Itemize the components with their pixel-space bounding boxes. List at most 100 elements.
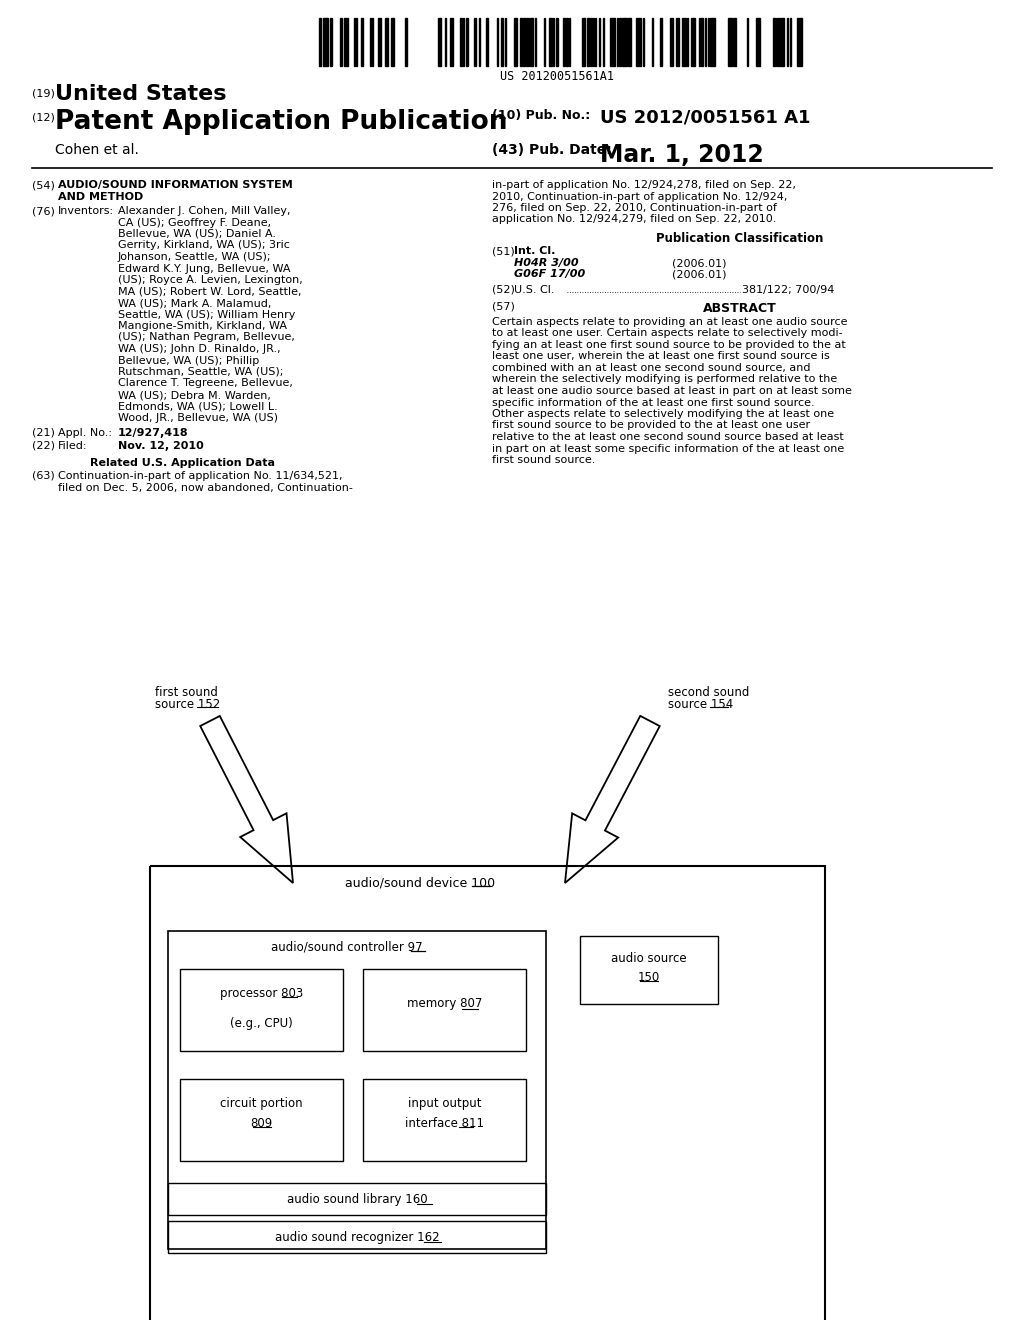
Text: combined with an at least one second sound source, and: combined with an at least one second sou… <box>492 363 811 374</box>
Bar <box>778 18 780 66</box>
Text: Clarence T. Tegreene, Bellevue,: Clarence T. Tegreene, Bellevue, <box>118 379 293 388</box>
Text: audio/sound device 100: audio/sound device 100 <box>345 876 496 888</box>
Bar <box>460 18 462 66</box>
Bar <box>660 18 662 66</box>
Text: WA (US); Mark A. Malamud,: WA (US); Mark A. Malamud, <box>118 298 271 308</box>
Bar <box>466 18 468 66</box>
Bar <box>773 18 775 66</box>
Text: second sound: second sound <box>668 686 750 700</box>
Text: AND METHOD: AND METHOD <box>58 191 143 202</box>
Bar <box>450 18 453 66</box>
Text: Johanson, Seattle, WA (US);: Johanson, Seattle, WA (US); <box>118 252 271 261</box>
Bar <box>378 18 381 66</box>
Text: Edward K.Y. Jung, Bellevue, WA: Edward K.Y. Jung, Bellevue, WA <box>118 264 291 273</box>
Bar <box>728 18 732 66</box>
Text: Seattle, WA (US); William Henry: Seattle, WA (US); William Henry <box>118 309 295 319</box>
Bar <box>362 969 526 1051</box>
Text: audio/sound controller 97: audio/sound controller 97 <box>271 941 423 954</box>
Text: processor 803: processor 803 <box>220 987 303 1001</box>
Text: audio source: audio source <box>611 952 687 965</box>
Text: MA (US); Robert W. Lord, Seattle,: MA (US); Robert W. Lord, Seattle, <box>118 286 301 297</box>
Bar <box>610 18 615 66</box>
Bar <box>474 18 476 66</box>
Text: (US); Royce A. Levien, Lexington,: (US); Royce A. Levien, Lexington, <box>118 275 303 285</box>
Bar <box>556 18 558 66</box>
Text: (54): (54) <box>32 180 55 190</box>
Text: application No. 12/924,279, filed on Sep. 22, 2010.: application No. 12/924,279, filed on Sep… <box>492 214 776 224</box>
Text: (e.g., CPU): (e.g., CPU) <box>230 1016 293 1030</box>
Bar <box>168 1221 546 1253</box>
Bar <box>580 936 718 1005</box>
Text: (43) Pub. Date:: (43) Pub. Date: <box>492 143 611 157</box>
Text: interface 811: interface 811 <box>406 1117 484 1130</box>
Bar <box>523 18 525 66</box>
Text: Cohen et al.: Cohen et al. <box>55 143 139 157</box>
Text: (US); Nathan Pegram, Bellevue,: (US); Nathan Pegram, Bellevue, <box>118 333 295 342</box>
Text: Gerrity, Kirkland, WA (US); 3ric: Gerrity, Kirkland, WA (US); 3ric <box>118 240 290 251</box>
Bar <box>168 931 546 1249</box>
Text: (2006.01): (2006.01) <box>672 269 726 280</box>
Text: AUDIO/SOUND INFORMATION SYSTEM: AUDIO/SOUND INFORMATION SYSTEM <box>58 180 293 190</box>
Text: first sound: first sound <box>155 686 218 700</box>
Text: audio sound recognizer 162: audio sound recognizer 162 <box>274 1230 439 1243</box>
Bar <box>501 18 503 66</box>
Text: Wood, JR., Bellevue, WA (US): Wood, JR., Bellevue, WA (US) <box>118 413 278 422</box>
Bar <box>150 866 825 1320</box>
Text: relative to the at least one second sound source based at least: relative to the at least one second soun… <box>492 432 844 442</box>
Text: 381/122; 700/94: 381/122; 700/94 <box>742 285 835 294</box>
Text: (12): (12) <box>32 114 55 123</box>
Text: Rutschman, Seattle, WA (US);: Rutschman, Seattle, WA (US); <box>118 367 284 378</box>
Text: WA (US); Debra M. Warden,: WA (US); Debra M. Warden, <box>118 389 271 400</box>
Text: (10) Pub. No.:: (10) Pub. No.: <box>492 110 590 121</box>
Text: source 154: source 154 <box>668 698 733 711</box>
Text: in part on at least some specific information of the at least one: in part on at least some specific inform… <box>492 444 844 454</box>
Text: fying an at least one first sound source to be provided to the at: fying an at least one first sound source… <box>492 341 846 350</box>
Bar <box>385 18 388 66</box>
Text: United States: United States <box>55 84 226 104</box>
Text: in-part of application No. 12/924,278, filed on Sep. 22,: in-part of application No. 12/924,278, f… <box>492 180 796 190</box>
Bar <box>797 18 802 66</box>
Text: ABSTRACT: ABSTRACT <box>703 301 777 314</box>
Text: 809: 809 <box>251 1117 272 1130</box>
Text: Filed:: Filed: <box>58 441 87 451</box>
Bar <box>636 18 641 66</box>
Text: Alexander J. Cohen, Mill Valley,: Alexander J. Cohen, Mill Valley, <box>118 206 291 216</box>
Text: to at least one user. Certain aspects relate to selectively modi-: to at least one user. Certain aspects re… <box>492 329 843 338</box>
Text: 276, filed on Sep. 22, 2010, Continuation-in-part of: 276, filed on Sep. 22, 2010, Continuatio… <box>492 203 777 213</box>
Text: (19): (19) <box>32 88 55 98</box>
Bar <box>168 1183 546 1214</box>
Text: 2010, Continuation-in-part of application No. 12/924,: 2010, Continuation-in-part of applicatio… <box>492 191 787 202</box>
Text: G06F 17/00: G06F 17/00 <box>514 269 586 280</box>
Text: 150: 150 <box>638 972 660 983</box>
Bar <box>362 1078 526 1162</box>
Bar <box>566 18 568 66</box>
Bar <box>781 18 784 66</box>
Text: (51): (51) <box>492 247 515 256</box>
Text: (76): (76) <box>32 206 55 216</box>
Bar <box>406 18 407 66</box>
Bar <box>180 969 343 1051</box>
Text: first sound source.: first sound source. <box>492 455 595 465</box>
Text: circuit portion: circuit portion <box>220 1097 303 1110</box>
Bar <box>361 18 362 66</box>
Text: Mar. 1, 2012: Mar. 1, 2012 <box>600 143 764 168</box>
Text: filed on Dec. 5, 2006, now abandoned, Continuation-: filed on Dec. 5, 2006, now abandoned, Co… <box>58 483 353 492</box>
Text: CA (US); Geoffrey F. Deane,: CA (US); Geoffrey F. Deane, <box>118 218 271 227</box>
Bar <box>438 18 441 66</box>
Text: Continuation-in-part of application No. 11/634,521,: Continuation-in-part of application No. … <box>58 471 342 480</box>
Bar <box>514 18 517 66</box>
Text: (63): (63) <box>32 471 54 480</box>
Text: Publication Classification: Publication Classification <box>656 232 823 246</box>
Text: memory 807: memory 807 <box>407 998 482 1011</box>
Bar <box>691 18 695 66</box>
Bar <box>180 1078 343 1162</box>
Text: US 2012/0051561 A1: US 2012/0051561 A1 <box>600 110 811 127</box>
Bar <box>563 18 565 66</box>
Bar <box>587 18 590 66</box>
Bar <box>344 18 348 66</box>
Text: U.S. Cl.: U.S. Cl. <box>514 285 555 294</box>
Text: H04R 3/00: H04R 3/00 <box>514 257 579 268</box>
Text: Nov. 12, 2010: Nov. 12, 2010 <box>118 441 204 451</box>
Bar <box>520 18 522 66</box>
Bar <box>323 18 328 66</box>
